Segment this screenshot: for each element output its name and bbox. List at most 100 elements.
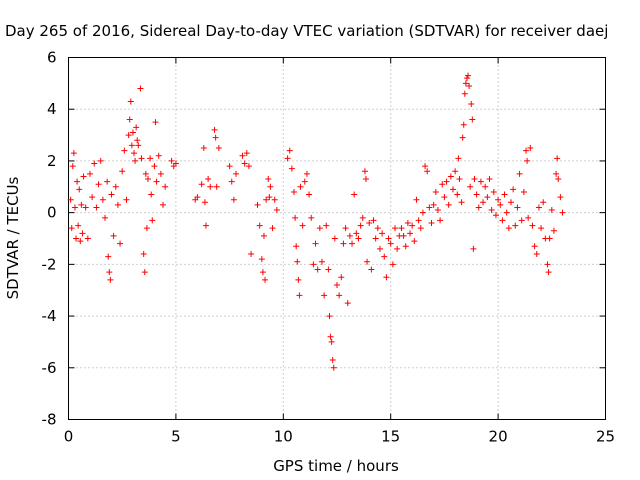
data-point <box>533 251 540 258</box>
data-point <box>331 235 338 242</box>
data-point <box>557 194 564 201</box>
data-point <box>69 163 76 170</box>
data-point <box>470 245 477 252</box>
data-point <box>202 222 209 229</box>
data-point <box>376 245 383 252</box>
y-tick-label: 4 <box>47 100 57 118</box>
data-point <box>260 232 267 239</box>
data-point <box>426 204 433 211</box>
data-point <box>452 168 459 175</box>
data-point <box>123 196 130 203</box>
data-point <box>126 116 133 123</box>
data-point <box>342 225 349 232</box>
data-point <box>71 204 78 211</box>
data-point <box>407 230 414 237</box>
data-point <box>73 235 80 242</box>
data-point <box>471 176 478 183</box>
data-point <box>381 253 388 260</box>
data-point <box>330 364 337 371</box>
y-tick-label: 6 <box>47 49 57 67</box>
data-point <box>398 225 405 232</box>
data-point <box>148 191 155 198</box>
data-point <box>559 209 566 216</box>
x-tick-label: 25 <box>596 428 615 446</box>
data-point <box>368 266 375 273</box>
y-tick-label: -6 <box>42 359 57 377</box>
data-point <box>463 75 470 82</box>
data-point <box>297 183 304 190</box>
data-point <box>99 196 106 203</box>
data-point <box>441 194 448 201</box>
data-point <box>133 124 140 131</box>
data-point <box>394 245 401 252</box>
data-point <box>459 134 466 141</box>
data-point <box>480 199 487 206</box>
data-point <box>432 188 439 195</box>
data-point <box>338 274 345 281</box>
data-point <box>233 170 240 177</box>
data-point <box>419 209 426 216</box>
data-point <box>503 209 510 216</box>
y-tick-label: -8 <box>42 411 57 429</box>
data-point <box>538 225 545 232</box>
data-point <box>415 217 422 224</box>
data-point <box>137 85 144 92</box>
data-point <box>379 230 386 237</box>
data-point <box>117 240 124 247</box>
data-point <box>462 80 469 87</box>
data-point <box>353 230 360 237</box>
x-tick-label: 10 <box>274 428 293 446</box>
data-point <box>512 222 519 229</box>
data-point <box>447 173 454 180</box>
data-point <box>84 235 91 242</box>
data-point <box>241 160 248 167</box>
data-point <box>499 217 506 224</box>
data-point <box>325 266 332 273</box>
data-point <box>449 186 456 193</box>
data-point <box>548 207 555 214</box>
data-point <box>468 101 475 108</box>
data-point <box>346 232 353 239</box>
data-point <box>372 235 379 242</box>
data-point <box>284 155 291 162</box>
data-point <box>198 181 205 188</box>
data-point <box>271 196 278 203</box>
data-point <box>523 147 530 154</box>
data-point <box>306 191 313 198</box>
data-point <box>349 240 356 247</box>
data-point <box>443 178 450 185</box>
data-point <box>294 258 301 265</box>
data-point <box>295 276 302 283</box>
data-point <box>400 232 407 239</box>
data-point <box>554 155 561 162</box>
data-point <box>409 222 416 229</box>
data-point <box>267 183 274 190</box>
data-point <box>328 338 335 345</box>
data-point <box>520 188 527 195</box>
data-point <box>201 199 208 206</box>
data-point <box>155 152 162 159</box>
data-point <box>121 147 128 154</box>
data-point <box>243 150 250 157</box>
data-point <box>152 119 159 126</box>
data-point <box>119 168 126 175</box>
data-point <box>402 243 409 250</box>
data-point <box>79 230 86 237</box>
data-point <box>321 292 328 299</box>
data-point <box>256 222 263 229</box>
data-point <box>514 204 521 211</box>
data-point <box>323 222 330 229</box>
data-point <box>385 235 392 242</box>
data-point <box>144 176 151 183</box>
data-point <box>91 160 98 167</box>
data-point <box>230 196 237 203</box>
data-point <box>67 196 74 203</box>
data-point <box>490 188 497 195</box>
data-point <box>455 155 462 162</box>
data-point <box>359 214 366 221</box>
data-point <box>105 253 112 260</box>
data-point <box>507 199 514 206</box>
data-point <box>437 217 444 224</box>
data-point <box>157 170 164 177</box>
